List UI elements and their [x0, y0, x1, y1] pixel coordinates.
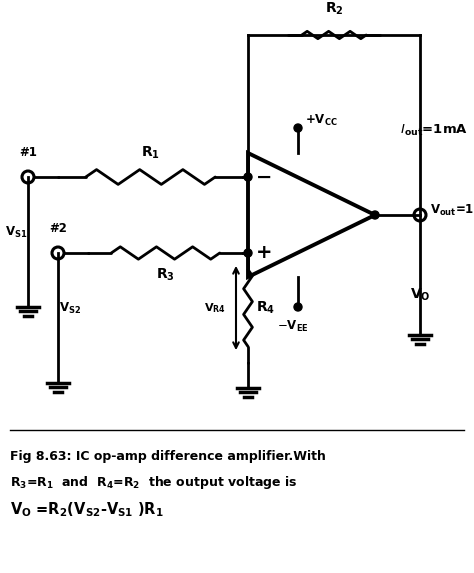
Text: +V$_{\mathbf{CC}}$: +V$_{\mathbf{CC}}$ — [305, 112, 337, 128]
Text: V$_{\mathbf{out}}$=10V: V$_{\mathbf{out}}$=10V — [430, 202, 474, 218]
Text: $\it{I}$$_{\mathbf{out}}$=1mA: $\it{I}$$_{\mathbf{out}}$=1mA — [400, 123, 468, 138]
Text: $-$V$_{\mathbf{EE}}$: $-$V$_{\mathbf{EE}}$ — [277, 319, 309, 334]
Text: #2: #2 — [49, 222, 67, 235]
Text: +: + — [256, 244, 272, 262]
Text: #1: #1 — [19, 146, 37, 159]
Text: V$_{\mathbf{S2}}$: V$_{\mathbf{S2}}$ — [59, 300, 81, 316]
Text: V$_\mathbf{O}$ =R$_\mathbf{2}$(V$_{\mathbf{S2}}$-V$_{\mathbf{S1}}$ )R$_\mathbf{1: V$_\mathbf{O}$ =R$_\mathbf{2}$(V$_{\math… — [10, 500, 164, 519]
Circle shape — [244, 249, 252, 257]
Circle shape — [294, 124, 302, 132]
Text: R$_\mathbf{1}$: R$_\mathbf{1}$ — [141, 144, 160, 161]
Text: V$_\mathbf{O}$: V$_\mathbf{O}$ — [410, 287, 430, 303]
Text: R$_\mathbf{4}$: R$_\mathbf{4}$ — [256, 300, 275, 316]
Text: R$_\mathbf{3}$: R$_\mathbf{3}$ — [156, 267, 175, 284]
Text: V$_{\mathbf{R4}}$: V$_{\mathbf{R4}}$ — [204, 301, 226, 315]
Circle shape — [371, 211, 379, 219]
Circle shape — [294, 303, 302, 311]
Text: Fig 8.63: IC op-amp difference amplifier.With: Fig 8.63: IC op-amp difference amplifier… — [10, 450, 326, 463]
Text: R$_\mathbf{3}$=R$_\mathbf{1}$  and  R$_\mathbf{4}$=R$_\mathbf{2}$  the output vo: R$_\mathbf{3}$=R$_\mathbf{1}$ and R$_\ma… — [10, 474, 298, 491]
Text: −: − — [256, 167, 272, 186]
Circle shape — [244, 173, 252, 181]
Text: R$_\mathbf{2}$: R$_\mathbf{2}$ — [325, 1, 343, 17]
Text: V$_{\mathbf{S1}}$: V$_{\mathbf{S1}}$ — [5, 225, 27, 240]
